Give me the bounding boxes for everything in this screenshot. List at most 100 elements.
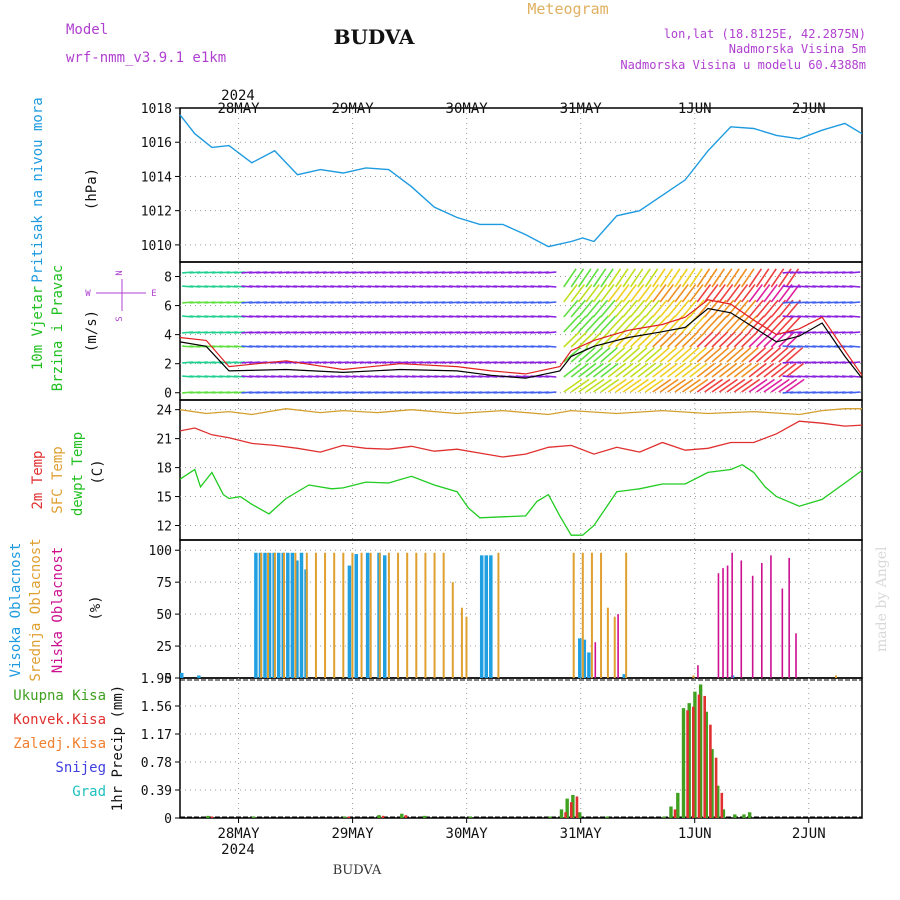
- wind-arrow: [585, 378, 605, 393]
- wind-arrow: [770, 331, 788, 348]
- wind-arrow: [607, 331, 625, 348]
- wind-arrow: [622, 299, 638, 318]
- low-cloud-bar: [788, 557, 790, 678]
- wind-arrow: [659, 378, 679, 393]
- day-label-top: 1JUN: [678, 101, 712, 117]
- grid-lines: [180, 108, 862, 818]
- precip-tick-label: 0.78: [141, 756, 172, 771]
- wind-arrow: [681, 283, 697, 303]
- wind-arrow: [770, 346, 789, 363]
- wind-arrow: [711, 331, 729, 348]
- mid-cloud-bar: [273, 552, 276, 678]
- wind-arrow: [585, 331, 603, 348]
- wind-arrow: [667, 346, 685, 363]
- wind-arrow: [726, 299, 742, 318]
- wind-arrow: [704, 315, 721, 333]
- wind-arrow: [545, 285, 557, 288]
- wind-arrow: [666, 268, 681, 288]
- low-cloud-bar: [770, 555, 772, 678]
- wind-arrow: [570, 362, 590, 378]
- day-label-top: 28MAY: [217, 101, 260, 117]
- mid-cloud-bar: [360, 552, 363, 678]
- wind-arrow: [763, 268, 777, 288]
- wind-arrow: [718, 331, 736, 348]
- wind-arrow: [615, 346, 633, 363]
- wind-tick-label: 2: [164, 358, 172, 373]
- wind-arrow: [763, 283, 778, 303]
- wind-arrow: [614, 268, 629, 288]
- wind-arrow: [644, 268, 659, 288]
- low-cloud-bar: [594, 642, 597, 678]
- high-cloud-bar: [254, 552, 258, 678]
- wind-arrow: [607, 283, 623, 303]
- wind-arrow: [755, 331, 773, 348]
- conv-precip-bar: [575, 796, 579, 818]
- wind-arrow: [849, 361, 861, 364]
- low-cloud-bar: [760, 563, 763, 678]
- wind-arrow: [563, 268, 577, 288]
- wind-arrow: [545, 345, 557, 348]
- wind-arrow: [703, 283, 719, 303]
- wind-arrow: [585, 315, 602, 333]
- total-precip-bar: [669, 806, 673, 818]
- wind-arrow: [704, 378, 724, 393]
- pressure-tick-label: 1010: [141, 239, 172, 254]
- total-precip-bar: [548, 816, 552, 818]
- wind-arrow: [607, 378, 627, 393]
- low-cloud-bar: [751, 575, 754, 678]
- mid-cloud-bar: [460, 607, 463, 678]
- mid-cloud-bar: [613, 616, 616, 678]
- wind-arrow: [755, 299, 772, 318]
- high-cloud-bar: [587, 652, 591, 678]
- cloud-tick-label: 100: [149, 544, 172, 559]
- wind-arrow: [659, 283, 675, 303]
- wind-arrow: [849, 271, 861, 274]
- wind-arrow: [592, 315, 610, 333]
- wind-arrows: [182, 268, 861, 394]
- conv-precip-bar: [720, 792, 724, 818]
- pressure-tick-label: 1018: [141, 102, 172, 117]
- wind-arrow: [756, 362, 775, 378]
- wind-arrow: [849, 331, 861, 334]
- pressure-frame: [179, 107, 863, 263]
- total-precip-bar: [343, 816, 347, 818]
- wind-arrow: [733, 346, 752, 363]
- wind-arrow: [666, 283, 682, 303]
- series: [179, 114, 863, 818]
- conv-precip-bar: [564, 812, 567, 818]
- wind-arrow: [849, 391, 861, 394]
- wind-arrow: [726, 346, 744, 363]
- conv-precip-bar: [404, 815, 408, 818]
- conv-precip-bar: [569, 802, 573, 818]
- wind-arrow: [545, 331, 557, 334]
- mid-cloud-bar: [342, 552, 345, 678]
- wind-arrow: [570, 331, 588, 348]
- pressure-tick-label: 1014: [141, 170, 172, 185]
- precip-tick-label: 0.39: [141, 784, 172, 799]
- wind-arrow: [600, 299, 616, 318]
- wind-arrow: [615, 315, 632, 333]
- wind-arrow: [615, 283, 630, 303]
- cloud-label-mid: Srednja Oblacnost: [28, 538, 44, 681]
- mid-cloud-bar: [497, 552, 500, 678]
- wind-arrow: [711, 378, 731, 393]
- wind-arrow: [600, 362, 619, 378]
- total-precip-bar: [377, 815, 381, 818]
- low-cloud-bar: [717, 573, 720, 678]
- wind-arrow: [622, 378, 642, 393]
- wind-arrow: [592, 268, 607, 288]
- mid-cloud-bar: [267, 552, 270, 678]
- wind-arrow: [748, 268, 763, 288]
- wind-arrow: [637, 331, 655, 348]
- wind-arrow: [585, 346, 604, 363]
- total-precip-bar: [605, 816, 609, 818]
- pressure-label: Pritisak na nivou mora: [30, 97, 46, 282]
- wind-arrow: [659, 346, 678, 363]
- wind-arrow: [681, 362, 701, 378]
- day-label-bottom: 28MAY: [217, 826, 260, 842]
- wind-arrow: [763, 315, 780, 333]
- wind-arrow: [681, 331, 699, 348]
- conv-precip-bar: [697, 694, 701, 818]
- high-cloud-bar: [578, 638, 582, 678]
- t2m-line: [179, 420, 863, 458]
